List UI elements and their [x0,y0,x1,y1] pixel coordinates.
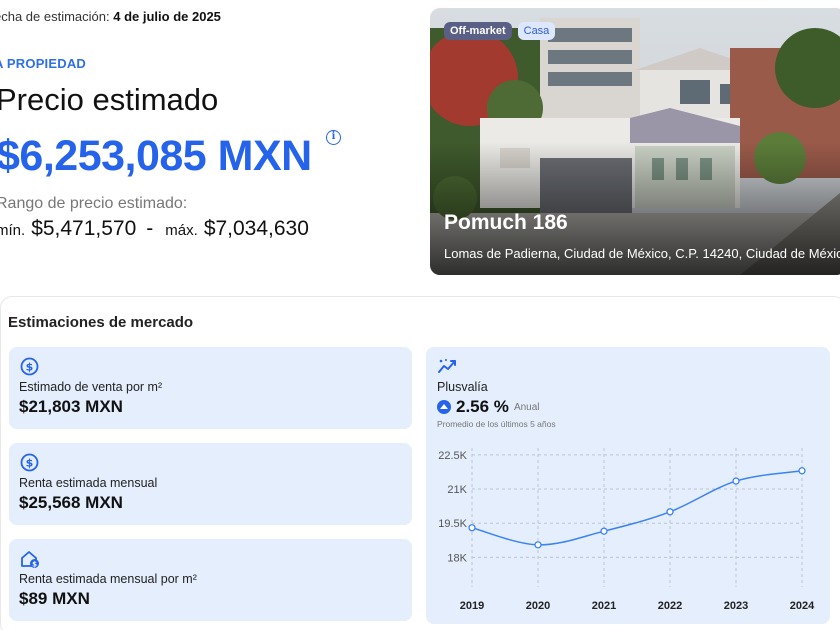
off-market-badge: Off-market [444,22,512,40]
estimation-date-value: 4 de julio de 2025 [113,9,221,24]
arrow-up-circle-icon [437,400,451,414]
dollar-circle-icon: $ [20,453,39,477]
price-range-label: Rango de precio estimado: [0,195,188,212]
data-point [468,524,476,532]
stat-value: $21,803 MXN [19,397,123,416]
estimation-date: echa de estimación: 4 de julio de 2025 [0,9,221,24]
series-line [471,470,803,546]
x-tick-label: 2021 [592,600,616,612]
price-summary: echa de estimación: 4 de julio de 2025 A… [0,0,420,280]
stat-label: Renta estimada mensual [19,476,158,490]
stat-value: $25,568 MXN [19,493,123,512]
stat-label: Estimado de venta por m² [19,380,163,394]
y-tick-label: 22.5K [438,450,467,462]
data-point [666,508,674,516]
page-title: Precio estimado [0,82,219,117]
svg-text:$: $ [32,560,37,568]
dollar-circle-icon: $ [20,357,39,381]
estimation-date-label: echa de estimación: [0,9,110,24]
x-tick-label: 2019 [460,600,484,612]
x-tick-label: 2022 [658,600,682,612]
info-icon[interactable]: i [326,130,341,145]
plusvalia-value: 2.56 % [456,397,509,416]
data-point [798,467,806,475]
y-tick-label: 21K [447,484,467,496]
property-name: Pomuch 186 [444,211,568,234]
stat-label: Renta estimada mensual por m² [19,572,197,586]
plusvalia-title: Plusvalía [437,380,488,394]
property-badges: Off-market Casa [444,22,556,40]
plusvalia-card [426,347,830,624]
svg-text:$: $ [26,361,34,374]
x-tick-label: 2020 [526,600,550,612]
property-address: Lomas de Padierna, Ciudad de México, C.P… [444,246,840,261]
min-value: $5,471,570 [31,217,137,240]
stat-value: $89 MXN [19,589,90,608]
property-type-badge: Casa [517,22,556,40]
plusvalia-chart: 22.5K 21K 19.5K 18K 2019 2020 2021 2022 2023 2024 [438,448,815,612]
estimated-price: $6,253,085 MXN [0,132,312,180]
plusvalia-unit: Anual [513,401,540,413]
house-dollar-icon: $ [20,549,40,574]
price-range: mín. $5,471,570 - máx. $7,034,630 [0,217,309,241]
trend-up-icon [437,357,459,380]
sale-per-m2-card: $ Estimado de venta por m² $21,803 MXN [9,347,412,429]
plusvalia-note: Promedio de los últimos 5 años [437,419,556,429]
y-tick-label: 19.5K [438,518,467,530]
x-tick-label: 2023 [724,600,748,612]
data-point [732,477,740,485]
x-tick-label: 2024 [790,600,815,612]
market-estimates-title: Estimaciones de mercado [8,314,194,331]
rent-per-m2-card: $ Renta estimada mensual por m² $89 MXN [9,539,412,621]
min-label: mín. [0,222,26,239]
data-point [534,541,542,549]
y-tick-label: 18K [447,552,467,564]
max-value: $7,034,630 [203,217,309,240]
range-separator: - [146,217,154,240]
section-label: A PROPIEDAD [0,56,87,71]
plusvalia-value-row: 2.56 % Anual [437,397,540,417]
max-label: máx. [165,222,198,239]
property-photo[interactable] [430,8,840,275]
monthly-rent-card: $ Renta estimada mensual $25,568 MXN [9,443,412,525]
data-point [600,527,608,535]
svg-text:$: $ [26,457,34,470]
